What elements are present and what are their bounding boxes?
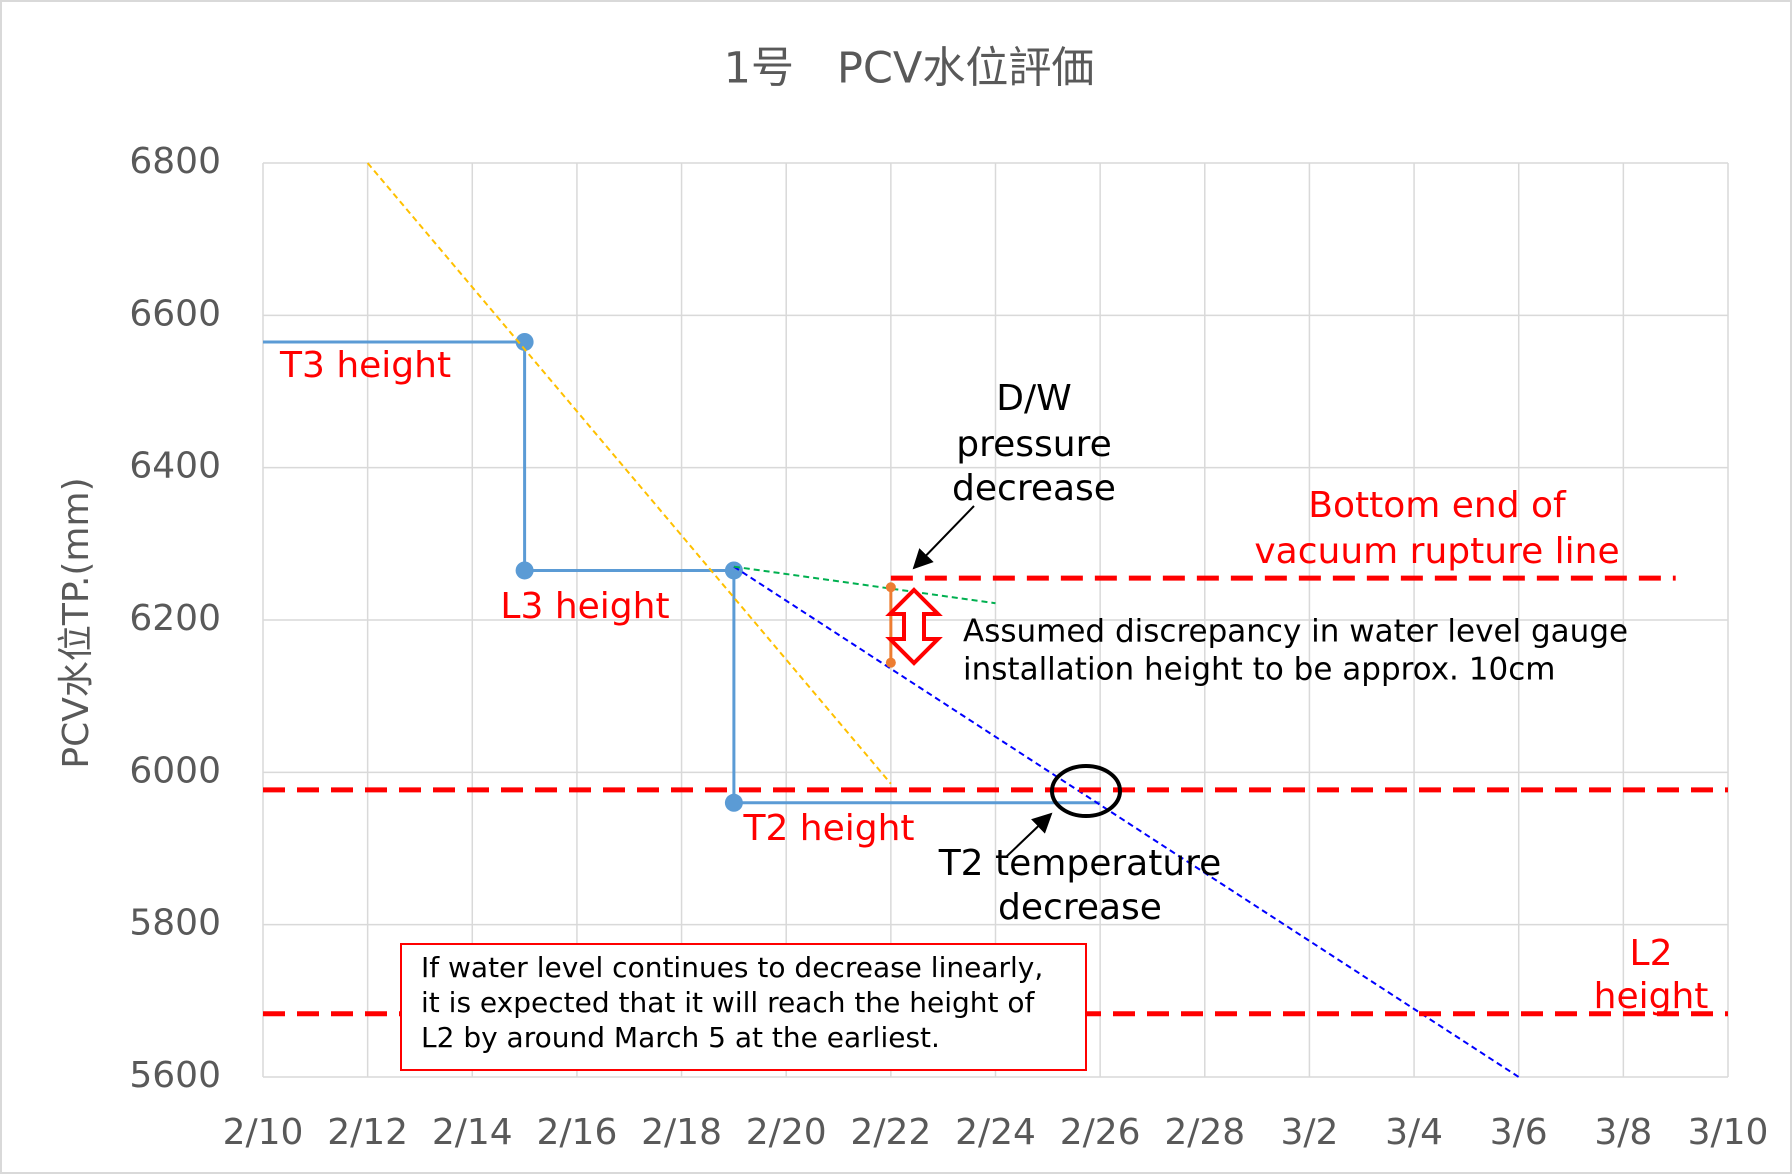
y-tick-label: 6000 [129,750,221,791]
x-tick-label: 3/10 [1688,1112,1769,1153]
series-line [366,162,892,785]
chart-title: 1号 PCV水位評価 [724,44,1095,94]
note-text: it is expected that it will reach the he… [421,986,1036,1019]
note-text: L2 by around March 5 at the earliest. [421,1021,940,1054]
double-arrow [885,587,943,666]
arrow [912,505,975,570]
y-tick-label: 6600 [129,293,221,334]
point-marker [885,657,896,668]
annotation: height [1594,976,1709,1017]
annotation: L3 height [500,586,669,627]
x-tick-label: 2/10 [223,1112,304,1153]
series-line [733,565,996,605]
point-marker [515,332,534,351]
point-marker [515,561,534,580]
point-marker [724,561,743,580]
point-marker [885,582,896,593]
x-tick-label: 2/12 [327,1112,408,1153]
annotation: T2 temperature [938,843,1222,884]
x-tick-label: 2/22 [850,1112,931,1153]
x-tick-label: 3/2 [1280,1112,1338,1153]
y-tick-label: 6200 [129,598,221,639]
x-tick-label: 2/24 [955,1112,1036,1153]
annotation: vacuum rupture line [1254,531,1619,572]
x-tick-label: 2/28 [1164,1112,1245,1153]
annotation: Bottom end of [1308,485,1567,526]
y-axis-label: PCV水位TP.(mm) [56,477,97,768]
x-tick-label: 3/4 [1385,1112,1443,1153]
annotation: T2 height [742,808,914,849]
annotation: decrease [998,887,1162,928]
y-tick-label: 5800 [129,903,221,944]
x-tick-label: 3/8 [1594,1112,1652,1153]
x-tick-label: 2/18 [641,1112,722,1153]
arrow [1005,812,1053,858]
annotation: T3 height [279,345,451,386]
series-line [263,340,1101,805]
annotation: installation height to be approx. 10cm [963,652,1555,688]
y-tick-label: 6400 [129,446,221,487]
annotation: D/W [996,378,1071,419]
x-tick-label: 3/6 [1490,1112,1548,1153]
annotation: Assumed discrepancy in water level gauge [963,614,1628,650]
x-tick-label: 2/20 [746,1112,827,1153]
highlight-ellipse [1050,764,1122,818]
x-tick-label: 2/16 [537,1112,618,1153]
annotation: decrease [952,468,1116,509]
y-tick-label: 5600 [129,1055,221,1096]
point-marker [724,793,743,812]
grid [262,162,1729,1078]
x-tick-label: 2/14 [432,1112,513,1153]
note-text: If water level continues to decrease lin… [421,951,1043,984]
y-tick-label: 6800 [129,141,221,182]
annotation: L2 [1630,933,1673,974]
series-line [733,565,1520,1078]
x-tick-label: 2/26 [1060,1112,1141,1153]
note-box [400,943,1087,1071]
annotation: pressure [956,424,1112,465]
